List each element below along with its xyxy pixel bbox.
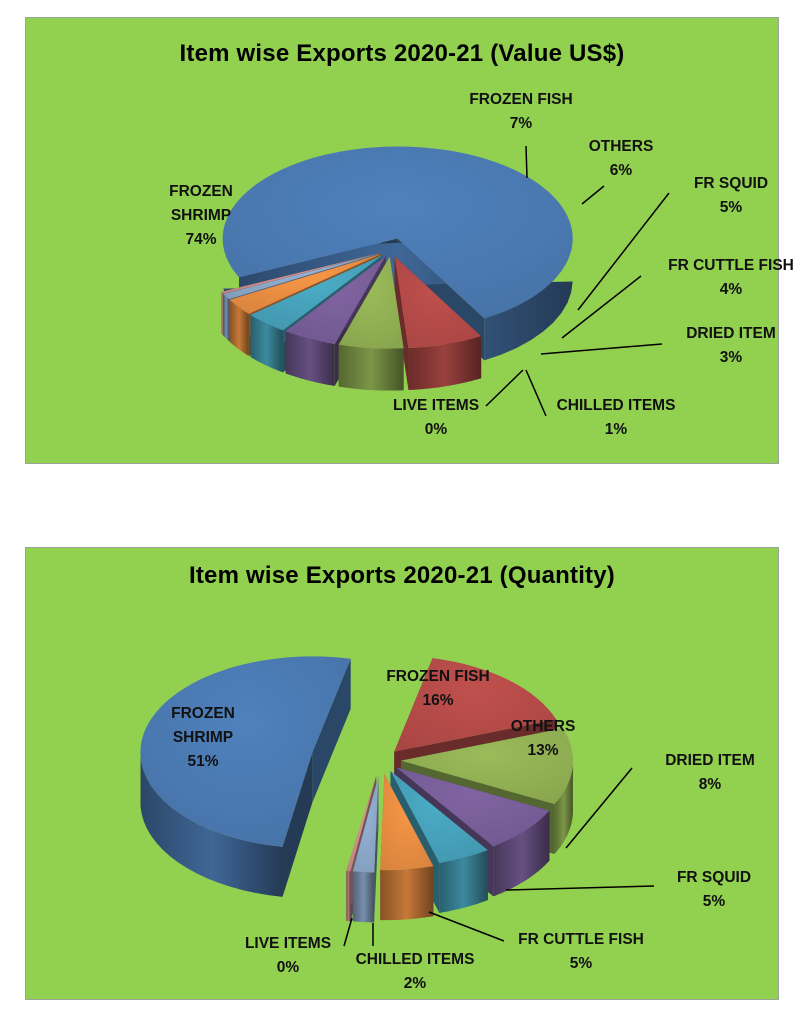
slice-outer-wall-fr-squid — [439, 850, 488, 913]
leader-line-others — [581, 185, 605, 205]
quantity-pie-chart: FROZEN SHRIMP 51% FROZEN FISH 16% OTHERS 13% DR… — [140, 656, 755, 992]
slice-top-fr-squid — [390, 770, 488, 863]
slice-label-frozen-shrimp: FROZEN SHRIMP 51% — [171, 705, 235, 770]
slice-wall-frozen-fish-1 — [394, 256, 409, 391]
slice-label-live-items: LIVE ITEMS 0% — [245, 935, 331, 976]
slice-label-dried-item: DRIED ITEM 8% — [665, 752, 755, 793]
slice-wall-frozen-shrimp-1 — [312, 658, 351, 803]
slice-label-live-items: LIVE ITEMS 0% — [393, 397, 479, 438]
leader-line-dried-item — [565, 767, 633, 849]
slice-label-fr-cuttle-fish: FR CUTTLE FISH 5% — [518, 931, 644, 972]
slice-label-others: OTHERS 13% — [511, 718, 576, 759]
leader-line-live-items — [343, 917, 353, 947]
slice-outer-wall-frozen-shrimp — [140, 756, 283, 897]
leader-line-dried-item — [540, 343, 663, 355]
slice-label-frozen-fish: FROZEN FISH 16% — [386, 668, 489, 709]
slice-others-0 — [338, 256, 404, 391]
slice-outer-wall-others — [554, 758, 573, 855]
slice-top-chilled-items — [352, 776, 379, 873]
slice-outer-wall-chilled-items — [352, 871, 375, 923]
leader-line-chilled-items — [525, 369, 547, 417]
slice-chilled-items-1 — [352, 776, 379, 923]
slice-label-chilled-items: CHILLED ITEMS 1% — [557, 397, 676, 438]
slice-label-fr-cuttle-fish: FR CUTTLE FISH 4% — [668, 257, 794, 298]
slice-top-others — [400, 728, 573, 805]
slice-outer-wall-others — [338, 344, 404, 391]
slice-outer-wall-fr-squid — [285, 331, 335, 386]
slice-label-frozen-fish: FROZEN FISH 7% — [469, 91, 572, 132]
slice-label-chilled-items: CHILLED ITEMS 2% — [356, 951, 475, 992]
leader-line-frozen-fish — [525, 145, 528, 179]
slice-top-dried-item — [396, 767, 550, 847]
slice-outer-wall-live-items — [221, 291, 224, 336]
slice-frozen-shrimp-1 — [140, 656, 351, 897]
slice-label-others: OTHERS 6% — [589, 138, 654, 179]
slice-label-fr-squid: FR SQUID 5% — [677, 869, 751, 910]
slice-top-frozen-fish — [394, 658, 557, 752]
slice-label-dried-item: DRIED ITEM 3% — [686, 325, 776, 366]
leader-line-fr-squid — [505, 885, 655, 891]
slice-top-others — [338, 256, 404, 349]
slice-top-fr-squid — [285, 255, 386, 344]
value-chart-panel: Item wise Exports 2020-21 (Value US$) FR… — [25, 17, 794, 464]
slice-outer-wall-chilled-items — [223, 294, 229, 342]
value-chart-title: Item wise Exports 2020-21 (Value US$) — [179, 40, 625, 67]
slice-outer-wall-frozen-fish — [408, 336, 482, 391]
slice-wall-fr-cuttle-fish-1 — [250, 254, 383, 357]
leader-line-fr-squid — [577, 192, 670, 311]
slice-label-frozen-shrimp: FROZEN SHRIMP 74% — [169, 183, 233, 248]
slice-label-fr-squid: FR SQUID 5% — [694, 175, 768, 216]
slice-top-frozen-shrimp — [140, 656, 351, 847]
slice-top-live-items — [346, 776, 377, 872]
slice-outer-wall-dried-item — [493, 810, 550, 897]
slice-frozen-fish-0 — [394, 256, 482, 391]
slice-top-fr-cuttle-fish — [250, 254, 383, 331]
slice-top-fr-cuttle-fish — [380, 774, 434, 871]
leader-line-fr-cuttle-fish — [561, 275, 642, 339]
quantity-chart-title: Item wise Exports 2020-21 (Quantity) — [188, 562, 615, 589]
slice-outer-wall-dried-item — [229, 299, 249, 356]
slice-outer-wall-live-items — [346, 870, 351, 922]
slice-outer-wall-fr-cuttle-fish — [380, 866, 434, 921]
leader-line-live-items — [485, 369, 524, 407]
quantity-chart-panel: Item wise Exports 2020-21 (Quantity) FRO… — [25, 547, 779, 1000]
slice-top-live-items — [221, 252, 381, 294]
leader-line-fr-cuttle-fish — [428, 911, 505, 942]
slice-top-frozen-fish — [394, 256, 482, 349]
slice-wall-frozen-shrimp-0 — [282, 752, 313, 897]
slice-outer-wall-fr-cuttle-fish — [250, 314, 283, 373]
slice-fr-cuttle-fish-1 — [380, 774, 434, 921]
slice-top-dried-item — [229, 253, 382, 314]
slice-top-frozen-shrimp — [222, 146, 573, 319]
value-pie-chart: FROZEN SHRIMP 74% FROZEN FISH 7% OTHERS 6% FR S… — [169, 91, 794, 438]
slice-top-chilled-items — [223, 253, 381, 300]
